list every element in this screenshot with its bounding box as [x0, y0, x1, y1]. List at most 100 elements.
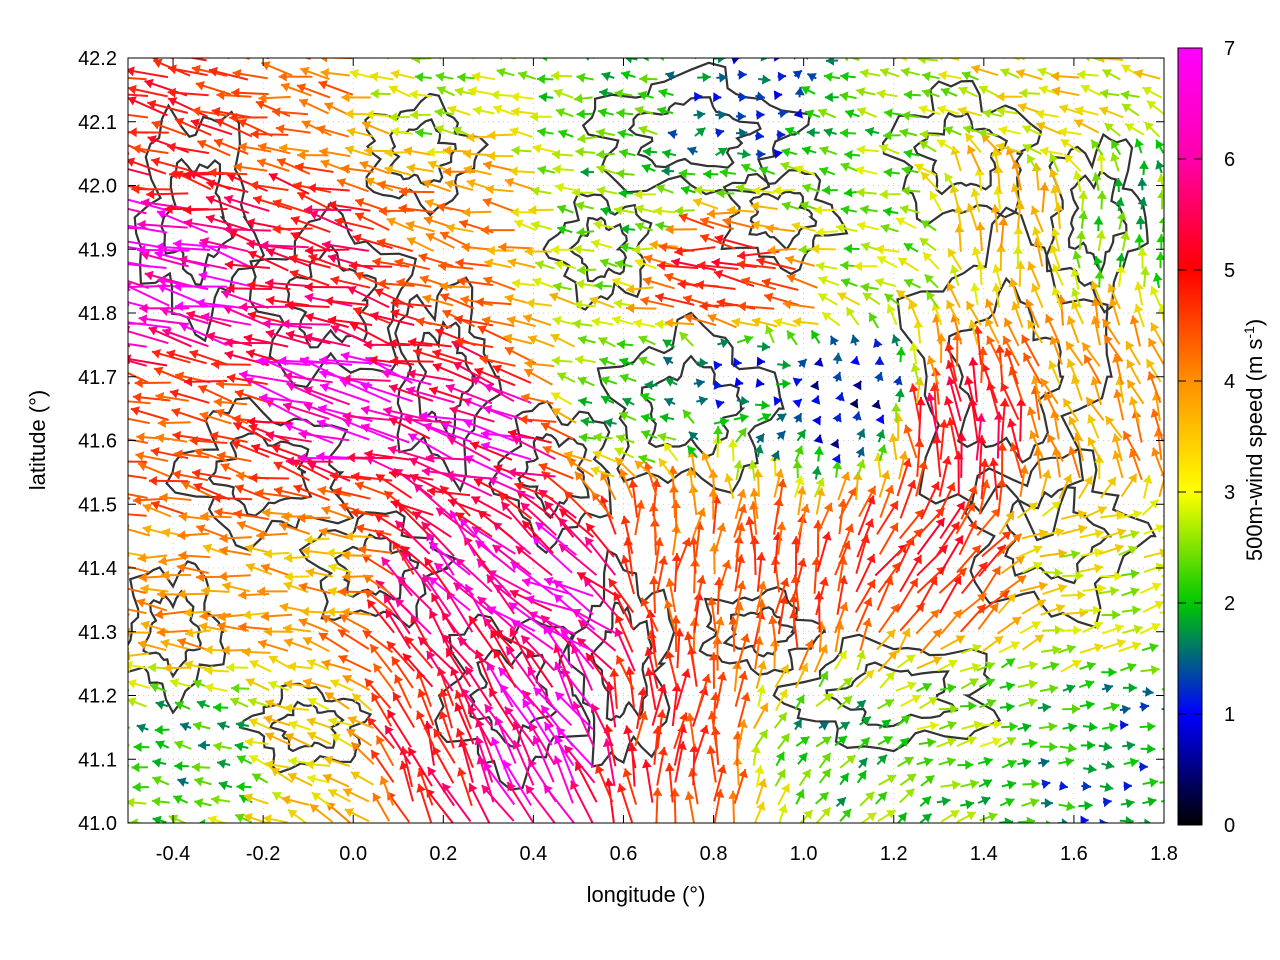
wind-arrow	[976, 507, 1001, 537]
wind-arrow	[212, 493, 253, 503]
wind-arrow	[858, 757, 868, 769]
wind-arrow	[596, 186, 618, 196]
wind-arrow	[1085, 396, 1105, 421]
wind-arrow	[899, 204, 920, 215]
wind-arrow	[128, 288, 131, 291]
wind-arrow	[944, 342, 958, 382]
wind-arrow	[734, 377, 744, 388]
wind-arrow	[1081, 342, 1101, 367]
wind-arrow	[463, 165, 492, 176]
wind-arrow	[305, 567, 334, 578]
wind-arrow	[489, 629, 514, 670]
wind-arrow	[959, 48, 981, 58]
wind-arrow	[270, 767, 294, 784]
wind-arrow	[812, 415, 822, 426]
wind-arrow	[614, 614, 634, 653]
wind-arrow	[550, 70, 573, 81]
wind-arrow	[349, 322, 390, 345]
contour-line	[142, 589, 202, 679]
wind-arrow	[250, 443, 293, 462]
wind-arrow	[664, 377, 678, 387]
wind-arrow	[477, 325, 512, 344]
wind-arrow	[329, 471, 372, 481]
wind-arrow	[657, 106, 674, 116]
wind-arrow	[1076, 230, 1086, 250]
wind-arrow	[128, 207, 147, 215]
wind-arrow	[775, 379, 791, 389]
wind-arrow	[574, 761, 598, 803]
wind-arrow	[1062, 704, 1081, 714]
wind-arrow	[1139, 582, 1162, 595]
wind-arrow	[553, 755, 574, 804]
wind-arrow	[524, 246, 552, 257]
wind-arrow	[577, 133, 597, 144]
wind-arrow	[671, 499, 681, 535]
wind-arrow	[1140, 743, 1156, 754]
wind-arrow	[805, 58, 816, 61]
wind-arrow	[1141, 642, 1159, 653]
wind-arrow	[614, 88, 633, 99]
wind-arrow	[813, 477, 825, 498]
wind-arrow	[483, 703, 515, 745]
wind-arrow	[585, 522, 615, 558]
wind-arrow	[208, 66, 249, 81]
wind-arrow	[316, 124, 350, 138]
wind-arrow	[817, 293, 838, 306]
wind-arrow	[155, 242, 210, 253]
wind-arrow	[128, 797, 147, 808]
wind-arrow	[469, 441, 513, 461]
wind-arrow	[601, 58, 602, 59]
wind-arrow	[226, 662, 249, 673]
wind-arrow	[883, 130, 901, 141]
wind-arrow	[656, 555, 668, 594]
wind-arrow	[150, 157, 191, 172]
wind-arrow	[1000, 382, 1020, 421]
contour-line	[913, 111, 1009, 196]
wind-arrow	[1107, 283, 1121, 310]
wind-arrow	[372, 257, 410, 268]
wind-arrow	[615, 655, 635, 690]
wind-arrow	[406, 237, 434, 252]
wind-arrow	[735, 111, 746, 122]
wind-arrow	[999, 681, 1016, 692]
wind-arrow	[283, 371, 333, 384]
wind-arrow	[896, 812, 908, 823]
wind-arrow	[753, 444, 764, 458]
wind-arrow	[901, 110, 920, 121]
wind-arrow	[128, 284, 171, 289]
wind-arrow	[1120, 720, 1129, 731]
wind-arrow	[407, 337, 452, 348]
wind-arrow	[999, 398, 1010, 441]
wind-arrow	[231, 87, 269, 98]
wind-arrow	[318, 80, 354, 96]
wind-arrow	[831, 453, 841, 464]
wind-arrow	[757, 341, 771, 352]
wind-arrow	[370, 749, 395, 783]
wind-arrow	[966, 203, 978, 230]
wind-arrow	[176, 563, 209, 574]
wind-arrow	[386, 217, 415, 232]
wind-arrow	[1060, 659, 1082, 673]
wind-arrow	[662, 338, 676, 349]
wind-arrow	[150, 58, 190, 63]
wind-arrow	[136, 598, 168, 612]
wind-arrow	[938, 70, 962, 81]
wind-arrow	[1061, 509, 1087, 520]
wind-arrow	[763, 292, 800, 307]
wind-arrow	[318, 632, 349, 653]
wind-arrow	[1137, 196, 1148, 210]
wind-arrow	[1041, 798, 1053, 809]
wind-arrow	[774, 664, 790, 688]
y-tick-label: 41.2	[78, 686, 117, 708]
wind-arrow	[979, 458, 990, 500]
wind-arrow	[755, 91, 766, 102]
wind-arrow	[664, 318, 695, 328]
wind-arrow	[1159, 781, 1164, 784]
wind-arrow	[959, 701, 977, 711]
wind-arrow	[128, 113, 149, 119]
wind-arrow	[231, 683, 250, 694]
wind-arrow	[855, 699, 867, 710]
wind-arrow	[1013, 226, 1024, 251]
wind-arrow	[1101, 318, 1121, 346]
wind-arrow	[919, 237, 937, 252]
